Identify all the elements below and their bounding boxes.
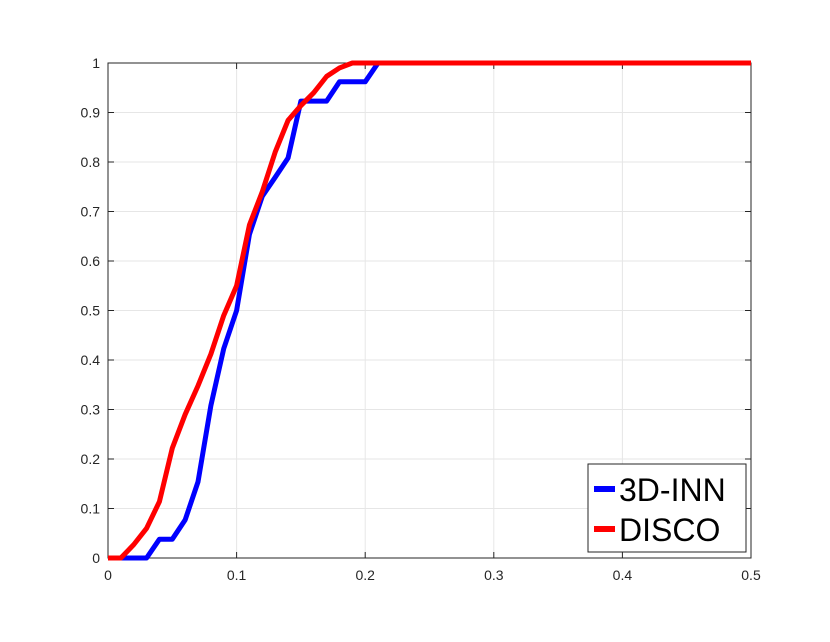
x-tick-label: 0.3 (484, 567, 504, 583)
legend-box (587, 463, 747, 553)
x-tick-labels: 0 0.1 0.2 0.3 0.4 0.5 (104, 567, 761, 583)
series-line-3d-inn (108, 60, 751, 561)
x-tick-label: 0.2 (355, 567, 375, 583)
y-tick-label: 0.8 (81, 154, 101, 170)
series-line-disco (108, 60, 751, 561)
legend-label-3d-inn: 3D-INN (619, 472, 726, 508)
y-tick-label: 0 (92, 550, 100, 566)
legend-label-disco: DISCO (619, 512, 720, 548)
y-tick-label: 0.3 (81, 402, 101, 418)
y-tick-label: 0.5 (81, 303, 101, 319)
y-tick-label: 0.9 (81, 105, 101, 121)
y-tick-label: 1 (92, 55, 100, 71)
y-tick-label: 0.4 (81, 352, 101, 368)
x-tick-label: 0 (104, 567, 112, 583)
series-lines (108, 60, 751, 561)
x-tick-label: 0.1 (227, 567, 247, 583)
y-tick-label: 0.2 (81, 451, 101, 467)
x-tick-label: 0.4 (613, 567, 633, 583)
legend: 3D-INN DISCO (587, 463, 747, 553)
y-tick-label: 0.1 (81, 501, 101, 517)
y-tick-label: 0.6 (81, 253, 101, 269)
y-tick-labels: 0 0.1 0.2 0.3 0.4 0.5 0.6 0.7 0.8 0.9 1 (81, 55, 101, 566)
x-tick-label: 0.5 (741, 567, 761, 583)
y-tick-label: 0.7 (81, 204, 101, 220)
